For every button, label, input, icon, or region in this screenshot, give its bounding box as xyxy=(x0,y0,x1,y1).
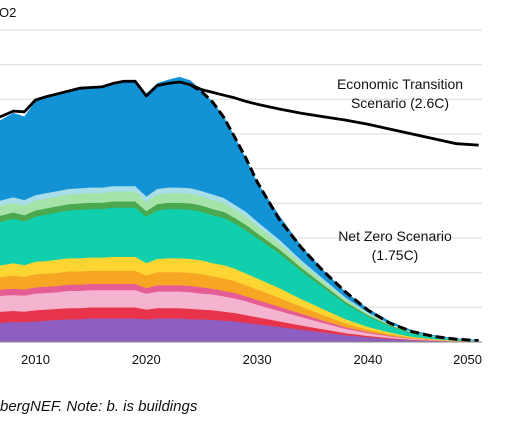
scenario-annotations: Economic Transition Scenario (2.6C) Net Ze… xyxy=(337,76,463,263)
x-tick-labels: 2010 2020 2030 2040 2050 xyxy=(21,352,482,367)
x-tick-label: 2030 xyxy=(243,352,272,367)
x-tick-label: 2020 xyxy=(132,352,161,367)
source-note: bergNEF. Note: b. is buildings xyxy=(0,398,198,415)
x-tick-label: 2040 xyxy=(353,352,382,367)
scenario-annotation-text: Economic Transition xyxy=(337,76,463,92)
scenario-lines xyxy=(0,79,479,342)
y-unit-label: O2 xyxy=(0,5,16,20)
scenario-annotation-text: Scenario (2.6C) xyxy=(351,95,449,111)
scenario-annotation-text: Net Zero Scenario xyxy=(338,228,452,244)
x-tick-label: 2010 xyxy=(21,352,50,367)
stacked-areas xyxy=(0,76,479,342)
scenario-annotation-text: (1.75C) xyxy=(372,247,419,263)
economic-transition-line xyxy=(0,79,479,147)
net-zero-scenario-line xyxy=(189,83,479,342)
x-tick-label: 2050 xyxy=(453,352,482,367)
